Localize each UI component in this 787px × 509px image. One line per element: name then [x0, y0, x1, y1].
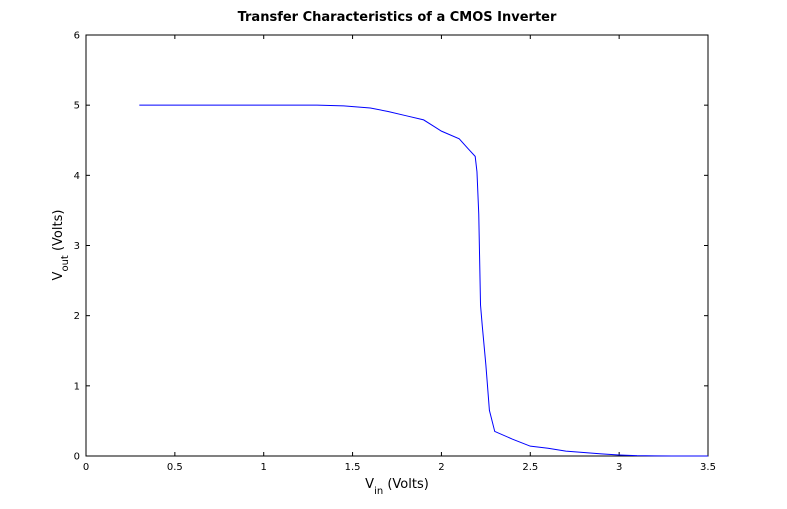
y-tick-label: 2 — [74, 311, 80, 322]
x-tick-label: 0.5 — [167, 462, 183, 473]
x-axis-label-subscript: in — [374, 486, 383, 497]
series-line — [139, 104, 708, 457]
y-axis-label-subscript: out — [60, 255, 71, 271]
x-tick-label: 2.5 — [522, 462, 538, 473]
x-axis-ticks: 0 0.5 1 1.5 2 2.5 3 3.5 — [83, 35, 716, 473]
x-tick-label: 0 — [83, 462, 89, 473]
y-axis-ticks: 0 1 2 3 4 5 6 — [74, 31, 708, 463]
plot-frame — [85, 34, 709, 457]
y-axis-label: Vout (Volts) — [51, 210, 71, 281]
x-axis-label-unit: (Volts) — [383, 477, 429, 492]
x-tick-label: 1.5 — [345, 462, 361, 473]
y-tick-label: 5 — [74, 101, 80, 112]
y-tick-label: 4 — [74, 171, 80, 182]
series-layer — [139, 104, 708, 457]
y-axis-label-unit: (Volts) — [51, 210, 66, 256]
x-tick-label: 3.5 — [700, 462, 716, 473]
x-axis-label: Vin (Volts) — [365, 477, 429, 497]
y-tick-label: 6 — [74, 31, 80, 42]
x-tick-label: 1 — [261, 462, 267, 473]
x-tick-label: 3 — [616, 462, 622, 473]
y-axis-label-main: V — [51, 271, 66, 280]
y-tick-label: 0 — [74, 452, 80, 463]
x-tick-label: 2 — [438, 462, 444, 473]
chart-title: Transfer Characteristics of a CMOS Inver… — [238, 10, 557, 25]
y-tick-label: 3 — [74, 241, 80, 252]
y-tick-label: 1 — [74, 381, 80, 392]
x-axis-label-main: V — [365, 477, 374, 492]
